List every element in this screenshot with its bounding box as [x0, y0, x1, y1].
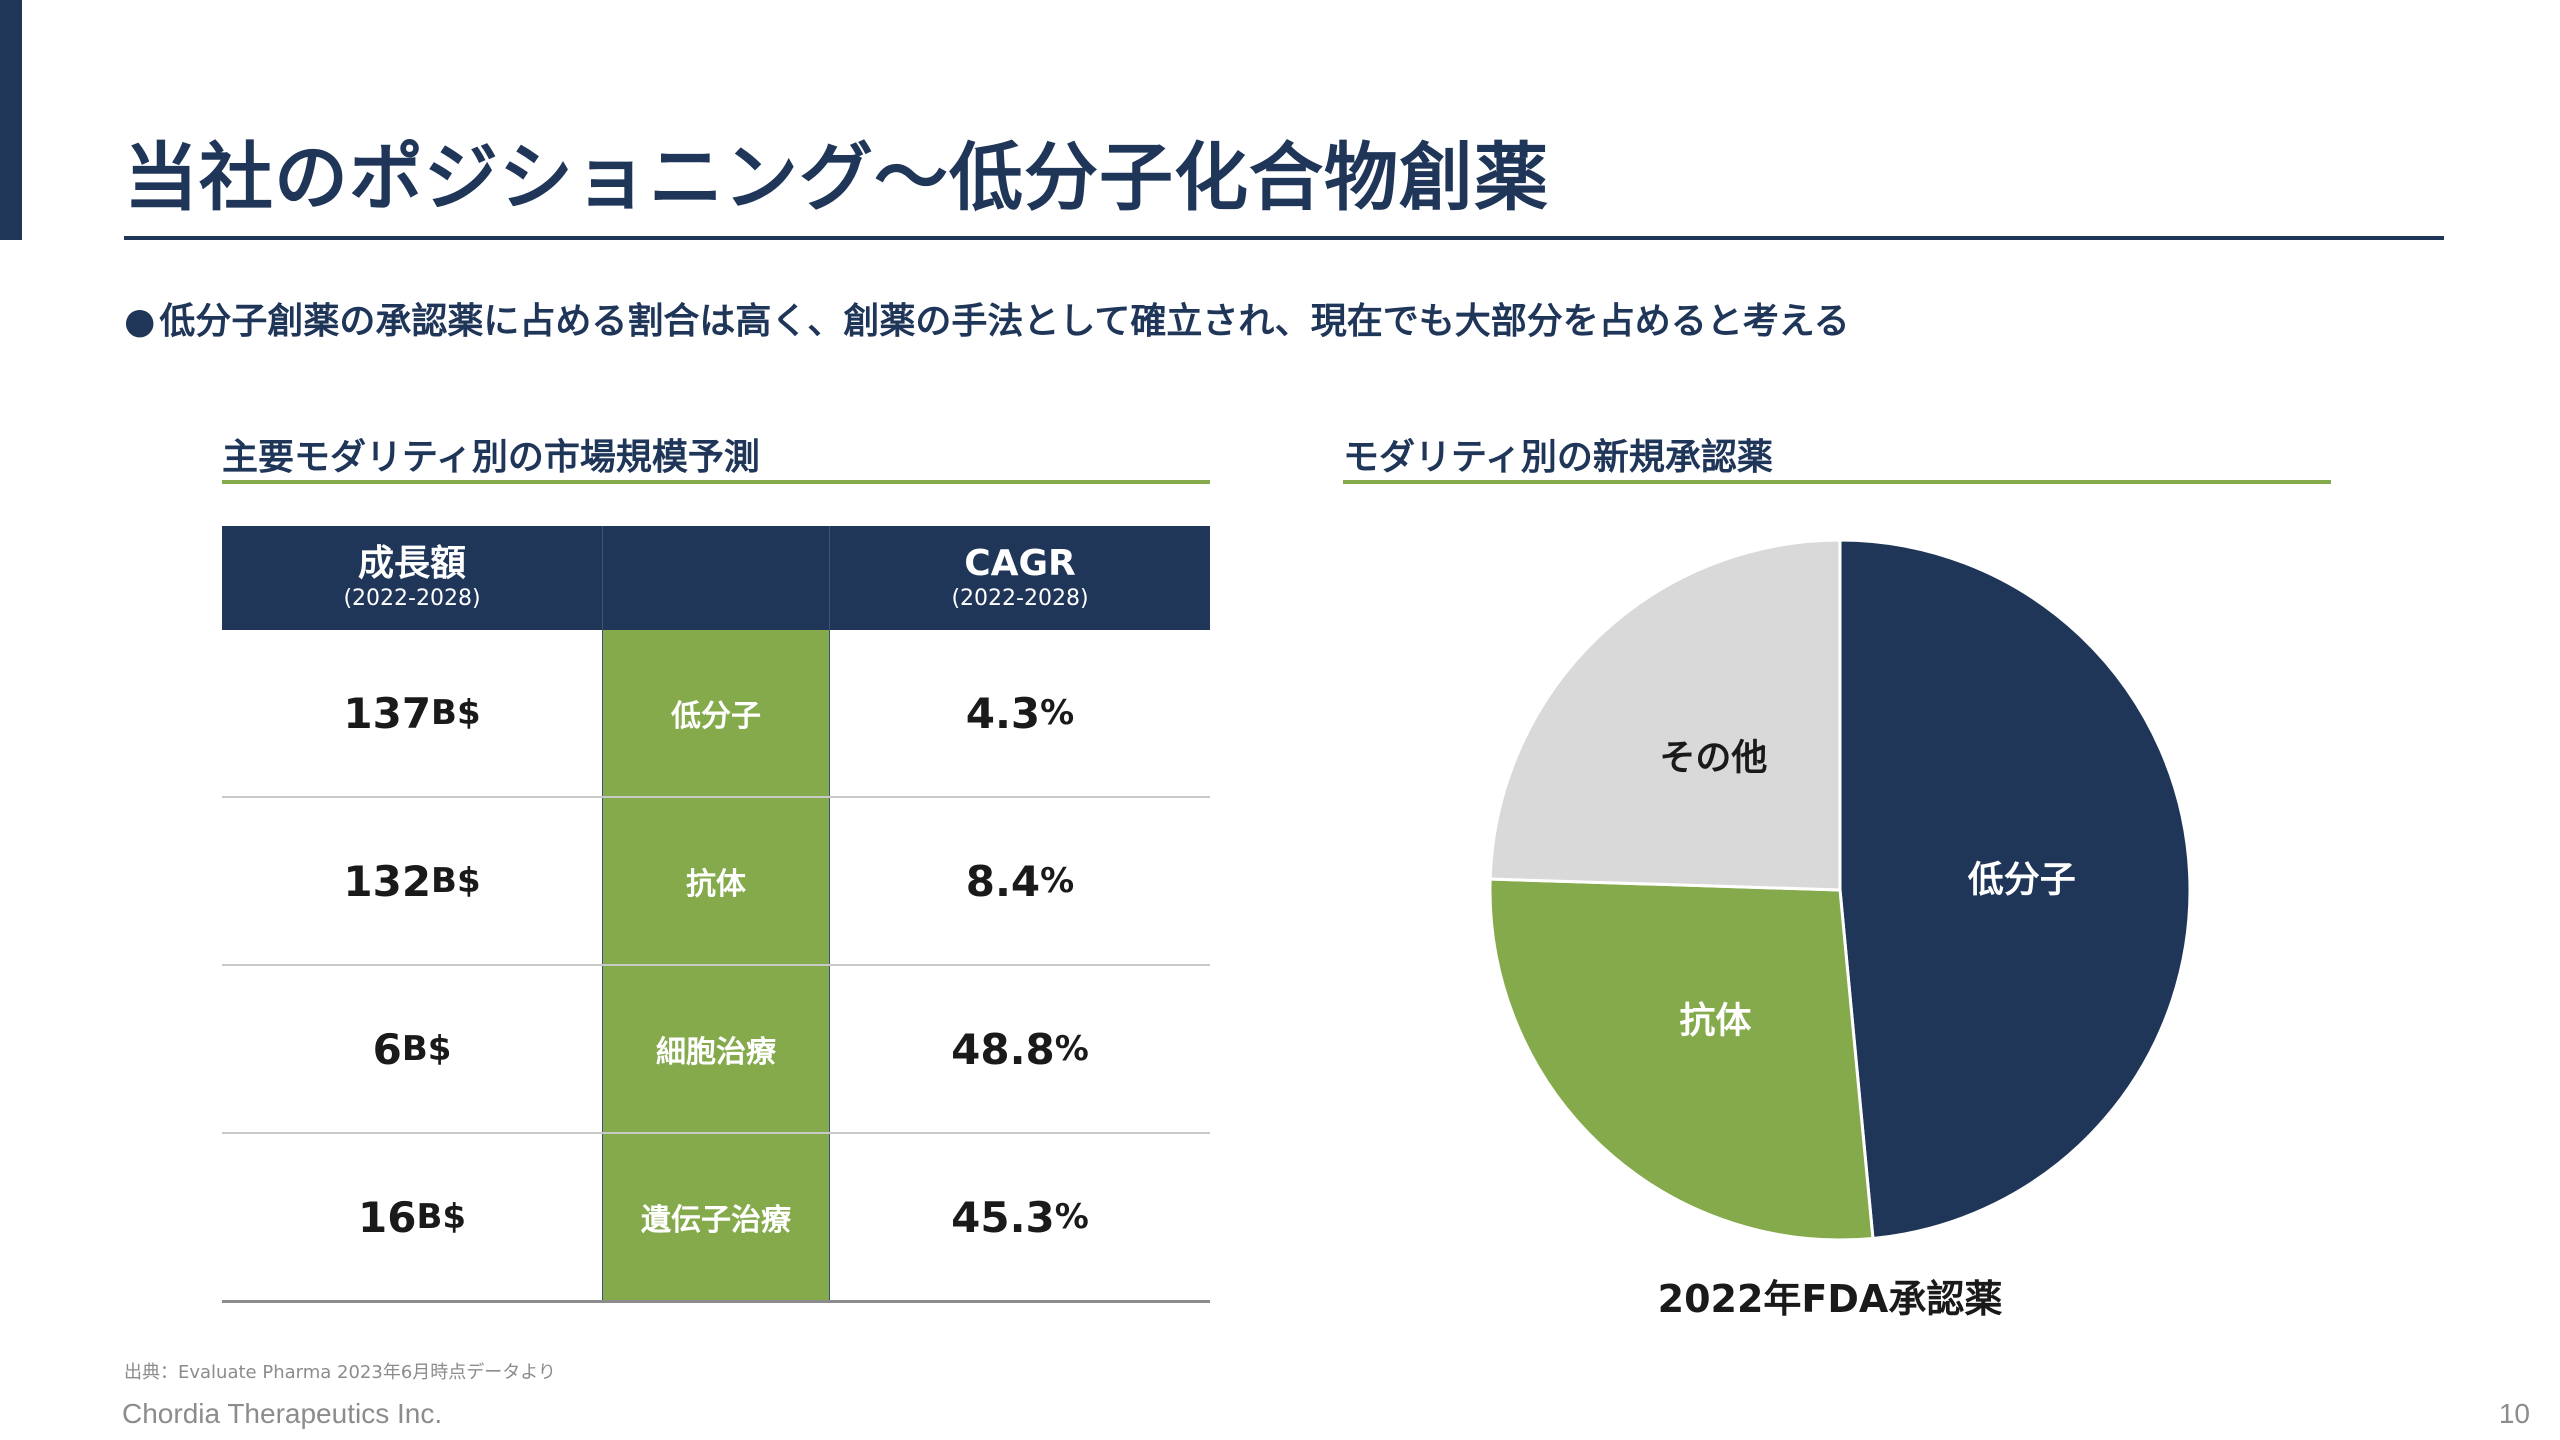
header-cagr-label: CAGR: [964, 543, 1076, 584]
pie-label-2: その他: [1659, 737, 1767, 778]
header-cagr: CAGR (2022-2028): [830, 526, 1210, 630]
pie-slice-2: [1488, 538, 1842, 892]
growth-unit: B$: [401, 1029, 452, 1069]
cagr-value: 48.8: [951, 1024, 1055, 1074]
market-section-title: 主要モダリティ別の市場規模予測: [222, 437, 760, 478]
company-name: Chordia Therapeutics Inc.: [122, 1398, 443, 1429]
cagr-cell: 45.3%: [830, 1134, 1210, 1300]
pie-slice-0: [1838, 538, 2192, 1241]
modality-cell: 抗体: [602, 798, 830, 964]
slide-title: 当社のポジショニング～低分子化合物創薬: [124, 135, 1549, 221]
cagr-cell: 48.8%: [830, 966, 1210, 1132]
growth-value: 137: [343, 688, 432, 738]
table-row: 6 B$ 細胞治療 48.8%: [222, 966, 1210, 1134]
pie-label-0: 低分子: [1968, 859, 2076, 900]
cagr-unit: %: [1054, 1029, 1089, 1069]
header-cagr-period: (2022-2028): [951, 586, 1089, 611]
page-number: 10: [2498, 1398, 2530, 1429]
growth-cell: 132 B$: [222, 798, 602, 964]
cagr-unit: %: [1054, 1197, 1089, 1237]
cagr-value: 4.3: [965, 688, 1041, 738]
pie-section-rule: [1343, 480, 2331, 484]
pie-slice-1: [1488, 877, 1875, 1242]
cagr-unit: %: [1040, 861, 1075, 901]
growth-value: 132: [343, 856, 432, 906]
growth-value: 6: [372, 1024, 402, 1074]
table-row: 16 B$ 遺伝子治療 45.3%: [222, 1134, 1210, 1303]
cagr-value: 8.4: [965, 856, 1041, 906]
header-growth-period: (2022-2028): [343, 586, 481, 611]
growth-cell: 6 B$: [222, 966, 602, 1132]
table-row: 137 B$ 低分子 4.3%: [222, 630, 1210, 798]
cagr-cell: 8.4%: [830, 798, 1210, 964]
accent-bar: [0, 0, 22, 240]
growth-unit: B$: [431, 861, 481, 901]
growth-unit: B$: [431, 693, 481, 733]
cagr-value: 45.3: [951, 1192, 1055, 1242]
market-section-rule: [222, 480, 1210, 484]
pie-label-1: 抗体: [1679, 1000, 1751, 1042]
table-header: 成長額 (2022-2028) CAGR (2022-2028): [222, 526, 1210, 630]
lead-sentence: 低分子創薬の承認薬に占める割合は高く、創薬の手法として確立され、現在でも大部分を…: [159, 301, 1850, 342]
lead-bullet: ●: [124, 301, 156, 342]
cagr-cell: 4.3%: [830, 630, 1210, 796]
modality-cell: 低分子: [602, 630, 830, 796]
pie-caption: 2022年FDA承認薬: [1657, 1277, 2003, 1321]
growth-cell: 16 B$: [222, 1134, 602, 1300]
pie-section-title: モダリティ別の新規承認薬: [1343, 437, 1773, 478]
growth-value: 16: [357, 1192, 417, 1242]
growth-unit: B$: [416, 1197, 467, 1237]
modality-cell: 細胞治療: [602, 966, 830, 1132]
modality-cell: 遺伝子治療: [602, 1134, 830, 1300]
header-modality: [602, 526, 830, 630]
source-note: 出典：Evaluate Pharma 2023年6月時点データより: [124, 1362, 556, 1383]
table-row: 132 B$ 抗体 8.4%: [222, 798, 1210, 966]
market-table: 成長額 (2022-2028) CAGR (2022-2028) 137 B$ 低…: [222, 526, 1210, 1303]
title-rule: [124, 236, 2444, 240]
growth-cell: 137 B$: [222, 630, 602, 796]
header-growth-label: 成長額: [357, 543, 466, 584]
header-growth: 成長額 (2022-2028): [222, 526, 602, 630]
lead-text: ● 低分子創薬の承認薬に占める割合は高く、創薬の手法として確立され、現在でも大部分…: [124, 292, 1850, 344]
cagr-unit: %: [1040, 693, 1075, 733]
